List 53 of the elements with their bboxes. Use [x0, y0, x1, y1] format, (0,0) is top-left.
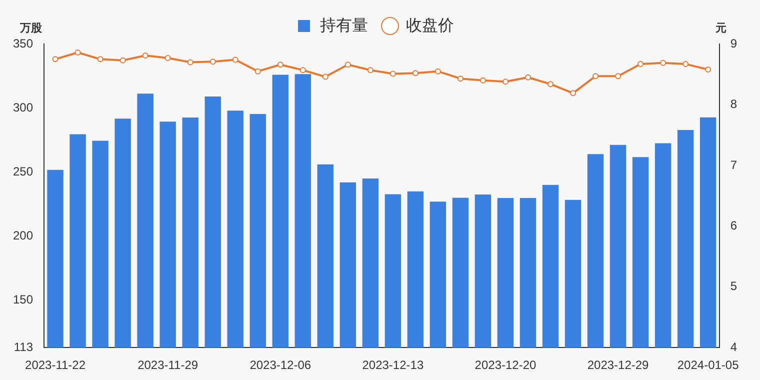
x-tick-label: 2024-01-05	[677, 358, 740, 372]
point	[322, 74, 328, 80]
y2-tick-label: 8	[730, 97, 738, 112]
point	[164, 54, 171, 61]
point	[457, 76, 464, 82]
x-tick-label: 2023-11-22	[25, 358, 86, 372]
point	[434, 68, 441, 74]
point	[480, 77, 486, 84]
point	[390, 70, 396, 77]
point	[570, 90, 576, 96]
point	[210, 58, 216, 65]
y-tick-label: 113	[14, 340, 34, 354]
point	[682, 61, 689, 68]
point	[74, 50, 81, 56]
y-tick-label: 150	[12, 292, 34, 307]
point	[524, 74, 531, 80]
y-axis-title: 万股	[19, 22, 44, 35]
point	[367, 67, 374, 74]
y2-tick-label: 5	[730, 279, 738, 294]
point	[52, 56, 58, 62]
y-tick-label: 250	[12, 164, 34, 178]
point	[615, 73, 622, 80]
point	[705, 66, 712, 73]
point	[502, 78, 508, 85]
point	[120, 57, 126, 64]
x-tick-label: 2023-12-13	[362, 358, 424, 372]
y2-axis-title: 元	[714, 22, 726, 35]
x-tick-label: 2023-12-20	[474, 358, 536, 372]
point	[412, 70, 418, 76]
point	[638, 61, 644, 68]
legend-label: 持有量	[320, 16, 368, 34]
y2-tick-label: 6	[730, 218, 738, 232]
legend-label: 收盘价	[406, 17, 454, 34]
x-tick-label: 2023-12-06	[250, 358, 312, 372]
point	[232, 56, 238, 63]
y2-tick-label: 9	[730, 36, 738, 50]
y-tick-label: 200	[12, 228, 34, 242]
y2-tick-label: 7	[730, 158, 738, 172]
y-tick-label: 300	[12, 100, 34, 114]
point	[300, 67, 306, 74]
point	[592, 73, 599, 80]
x-tick-label: 2023-12-29	[587, 358, 650, 372]
y2-tick-label: 4	[730, 340, 738, 354]
point	[254, 68, 261, 74]
x-tick-label: 2023-11-29	[138, 358, 198, 372]
point	[97, 56, 104, 62]
y-tick-label: 350	[12, 36, 34, 50]
point	[344, 62, 351, 68]
point	[277, 62, 284, 68]
point	[142, 52, 148, 59]
point	[660, 60, 666, 66]
point	[187, 59, 194, 66]
point	[548, 81, 554, 88]
